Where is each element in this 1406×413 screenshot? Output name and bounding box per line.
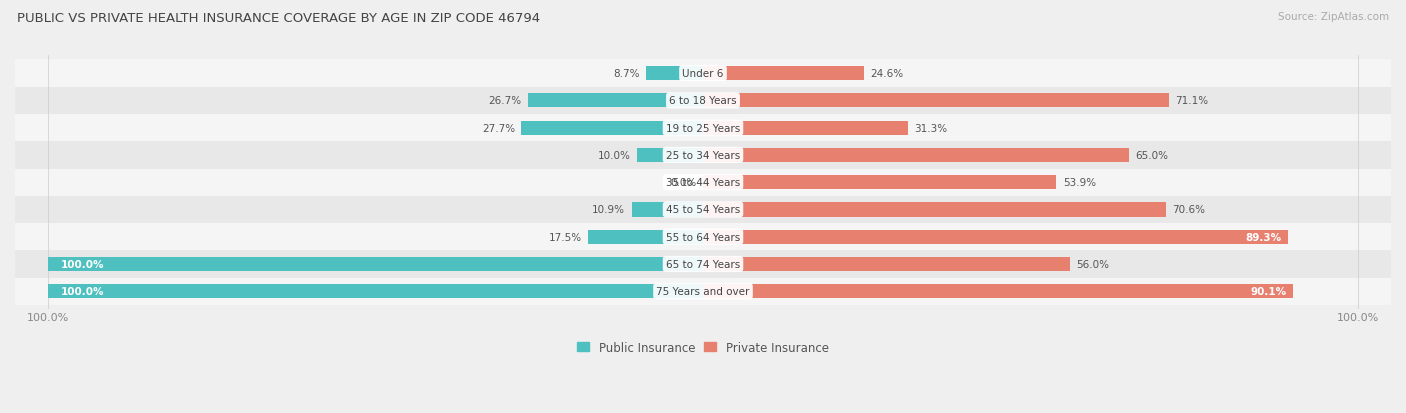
Text: 31.3%: 31.3% <box>915 123 948 133</box>
Bar <box>15 251 1391 278</box>
Text: 100.0%: 100.0% <box>60 287 104 297</box>
Bar <box>48 285 703 299</box>
Text: 10.9%: 10.9% <box>592 205 626 215</box>
Bar <box>588 230 703 244</box>
Text: 26.7%: 26.7% <box>488 96 522 106</box>
Text: 75 Years and over: 75 Years and over <box>657 287 749 297</box>
Bar <box>15 169 1391 196</box>
Text: PUBLIC VS PRIVATE HEALTH INSURANCE COVERAGE BY AGE IN ZIP CODE 46794: PUBLIC VS PRIVATE HEALTH INSURANCE COVER… <box>17 12 540 25</box>
Text: 71.1%: 71.1% <box>1175 96 1209 106</box>
Bar <box>703 67 865 81</box>
Text: Under 6: Under 6 <box>682 69 724 79</box>
Text: 17.5%: 17.5% <box>548 232 582 242</box>
Text: 70.6%: 70.6% <box>1173 205 1205 215</box>
Bar <box>15 142 1391 169</box>
Bar <box>48 257 703 271</box>
Bar <box>703 94 1168 108</box>
Text: 56.0%: 56.0% <box>1077 259 1109 269</box>
Bar <box>703 121 908 135</box>
Text: 65.0%: 65.0% <box>1136 151 1168 161</box>
Bar <box>645 67 703 81</box>
Text: 65 to 74 Years: 65 to 74 Years <box>666 259 740 269</box>
Text: 6 to 18 Years: 6 to 18 Years <box>669 96 737 106</box>
Bar <box>529 94 703 108</box>
Bar <box>637 148 703 163</box>
Bar <box>703 203 1166 217</box>
Legend: Public Insurance, Private Insurance: Public Insurance, Private Insurance <box>572 337 834 359</box>
Bar <box>15 60 1391 88</box>
Text: 35 to 44 Years: 35 to 44 Years <box>666 178 740 188</box>
Bar <box>15 88 1391 115</box>
Bar <box>703 285 1294 299</box>
Bar <box>15 115 1391 142</box>
Text: 19 to 25 Years: 19 to 25 Years <box>666 123 740 133</box>
Text: 8.7%: 8.7% <box>613 69 640 79</box>
Text: 10.0%: 10.0% <box>598 151 631 161</box>
Bar <box>703 148 1129 163</box>
Bar <box>522 121 703 135</box>
Text: 89.3%: 89.3% <box>1246 232 1282 242</box>
Bar <box>15 196 1391 223</box>
Text: 90.1%: 90.1% <box>1251 287 1286 297</box>
Text: 45 to 54 Years: 45 to 54 Years <box>666 205 740 215</box>
Text: 100.0%: 100.0% <box>60 259 104 269</box>
Bar <box>703 257 1070 271</box>
Bar <box>15 223 1391 251</box>
Bar <box>15 278 1391 305</box>
Text: 27.7%: 27.7% <box>482 123 515 133</box>
Text: 0.0%: 0.0% <box>671 178 696 188</box>
Text: Source: ZipAtlas.com: Source: ZipAtlas.com <box>1278 12 1389 22</box>
Text: 24.6%: 24.6% <box>870 69 904 79</box>
Text: 25 to 34 Years: 25 to 34 Years <box>666 151 740 161</box>
Bar <box>703 230 1288 244</box>
Bar <box>703 176 1056 190</box>
Text: 55 to 64 Years: 55 to 64 Years <box>666 232 740 242</box>
Bar <box>631 203 703 217</box>
Text: 53.9%: 53.9% <box>1063 178 1095 188</box>
